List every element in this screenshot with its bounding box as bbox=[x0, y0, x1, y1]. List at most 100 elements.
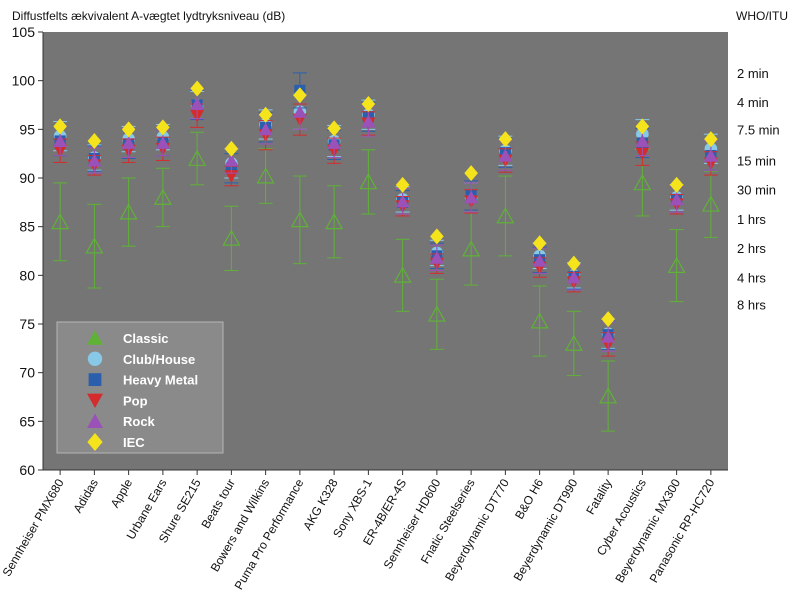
data-point bbox=[498, 131, 513, 148]
data-point bbox=[293, 87, 307, 104]
legend-marker bbox=[87, 393, 103, 408]
right-axis-label: 1 hrs bbox=[737, 212, 766, 227]
data-point bbox=[292, 105, 307, 118]
legend-box bbox=[56, 321, 224, 454]
x-tick-label: Beats tour bbox=[198, 477, 237, 531]
data-point bbox=[635, 134, 650, 147]
legend-label: Rock bbox=[123, 414, 156, 429]
x-tick-label: Beyerdynamic DT770 bbox=[442, 476, 512, 583]
right-axis-title: WHO/ITU bbox=[736, 9, 788, 23]
data-point bbox=[224, 153, 239, 167]
data-point bbox=[85, 237, 104, 254]
data-point bbox=[395, 176, 410, 193]
data-point bbox=[121, 136, 136, 149]
legend-marker bbox=[87, 433, 103, 451]
data-point bbox=[190, 80, 204, 97]
y-tick-label: 95 bbox=[19, 121, 35, 137]
right-axis: 2 min 4 min 7.5 min 15 min 30 min 1 hrs 2 hrs 4… bbox=[737, 66, 780, 313]
data-point bbox=[599, 387, 618, 404]
legend-marker bbox=[87, 351, 103, 366]
x-tick-label: Adidas bbox=[70, 477, 100, 516]
data-point bbox=[430, 228, 444, 245]
series-classic bbox=[51, 131, 720, 432]
right-axis-label: 8 hrs bbox=[737, 298, 766, 313]
data-point bbox=[359, 173, 378, 190]
legend: Classic Club/House Heavy Metal Pop Rock IEC bbox=[56, 321, 224, 454]
data-point bbox=[462, 240, 481, 257]
series-iec bbox=[53, 80, 718, 328]
data-point bbox=[564, 334, 583, 351]
data-point bbox=[530, 312, 549, 329]
data-point bbox=[566, 270, 581, 284]
chart-title: Diffustfelts ækvivalent A-vægtet lydtryk… bbox=[12, 9, 285, 23]
x-tick-label: B&O H6 bbox=[512, 476, 546, 521]
data-point bbox=[393, 266, 412, 283]
right-axis-label: 4 min bbox=[737, 95, 769, 110]
right-axis-label: 2 hrs bbox=[737, 241, 766, 256]
data-point bbox=[601, 330, 616, 343]
data-point bbox=[258, 122, 273, 136]
right-axis-label: 4 hrs bbox=[737, 270, 766, 285]
data-point bbox=[701, 195, 720, 212]
data-point bbox=[496, 207, 515, 224]
data-point bbox=[119, 203, 138, 220]
legend-label: Pop bbox=[123, 393, 148, 408]
data-point bbox=[532, 235, 547, 252]
right-axis-label: 30 min bbox=[737, 183, 776, 198]
data-point bbox=[53, 118, 67, 135]
y-tick-label: 60 bbox=[19, 462, 35, 478]
data-point bbox=[51, 212, 70, 230]
data-point bbox=[427, 305, 446, 322]
data-point bbox=[190, 97, 205, 110]
data-point bbox=[153, 188, 172, 205]
x-tick-label: Sennheiser PMX680 bbox=[0, 476, 67, 579]
data-point bbox=[258, 106, 273, 123]
y-tick-label: 90 bbox=[19, 170, 35, 186]
legend-item: Classic bbox=[87, 330, 169, 346]
right-axis-label: 2 min bbox=[737, 66, 769, 81]
data-point bbox=[429, 251, 444, 264]
data-point bbox=[87, 133, 102, 150]
legend-item: Rock bbox=[87, 413, 156, 429]
legend-marker bbox=[87, 330, 103, 345]
data-point bbox=[188, 149, 207, 166]
data-marks bbox=[51, 72, 720, 432]
data-point bbox=[327, 120, 341, 137]
right-axis-label: 7.5 min bbox=[737, 122, 780, 137]
x-tick-label: Panasonic RP-HC720 bbox=[647, 476, 718, 585]
data-point bbox=[633, 174, 652, 191]
data-point bbox=[121, 121, 136, 138]
legend-item: IEC bbox=[87, 433, 145, 451]
y-tick-label: 105 bbox=[12, 24, 36, 40]
legend-item: Heavy Metal bbox=[88, 373, 198, 388]
y-tick-label: 80 bbox=[19, 267, 35, 283]
data-point bbox=[290, 211, 309, 228]
data-point bbox=[669, 192, 684, 206]
data-point bbox=[498, 148, 513, 162]
data-point bbox=[532, 254, 547, 267]
legend-label: Heavy Metal bbox=[123, 373, 198, 388]
data-point bbox=[256, 167, 275, 184]
data-point bbox=[635, 118, 650, 135]
data-point bbox=[327, 136, 342, 149]
data-point bbox=[156, 119, 170, 136]
data-point bbox=[667, 256, 686, 273]
data-point bbox=[361, 96, 376, 113]
right-axis-label: 15 min bbox=[737, 153, 776, 168]
data-point bbox=[703, 148, 718, 162]
data-point bbox=[53, 134, 68, 147]
data-point bbox=[464, 165, 478, 182]
legend-marker bbox=[87, 413, 103, 428]
legend-item: Club/House bbox=[87, 351, 195, 367]
data-point bbox=[395, 194, 410, 208]
data-point bbox=[704, 131, 718, 148]
data-point bbox=[464, 190, 479, 204]
data-point bbox=[224, 140, 239, 157]
x-tick-label: Fatality bbox=[583, 477, 614, 518]
y-tick-label: 70 bbox=[19, 365, 35, 381]
legend-label: IEC bbox=[123, 435, 145, 450]
y-axis: 60 65 70 75 80 85 90 95 100 105 bbox=[12, 24, 44, 478]
y-tick-label: 65 bbox=[19, 413, 35, 429]
data-point bbox=[222, 229, 241, 246]
